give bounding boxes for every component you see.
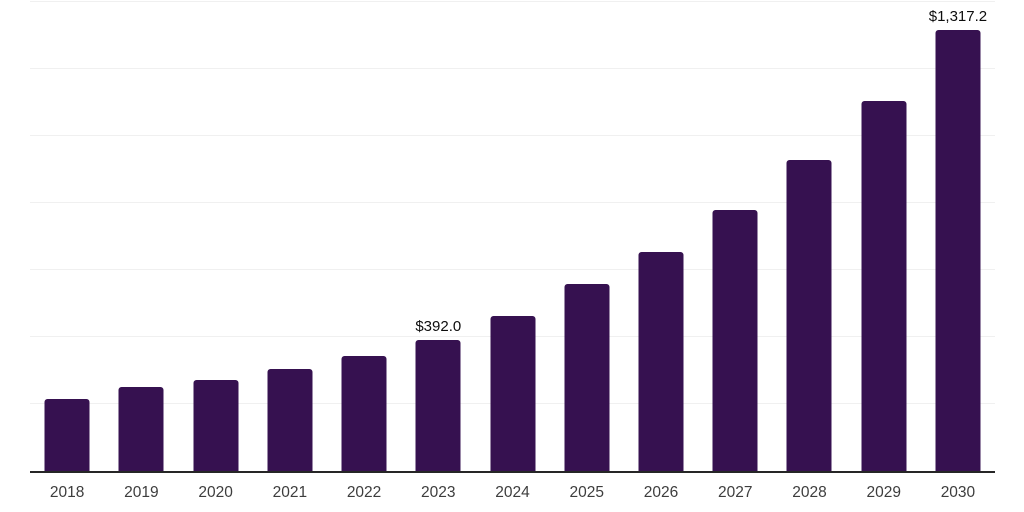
bar-2024 bbox=[490, 315, 536, 471]
bar-column-2022 bbox=[327, 2, 401, 471]
x-tick-label-2019: 2019 bbox=[124, 484, 159, 501]
bar-2028 bbox=[786, 159, 832, 471]
x-tick-label-2018: 2018 bbox=[49, 484, 85, 501]
bar-2018 bbox=[44, 398, 90, 471]
x-tick-label-2024: 2024 bbox=[495, 484, 530, 501]
bar-column-2025 bbox=[550, 2, 624, 471]
x-axis-labels: 2018 2019 2020 2021 2022 2023 2024 2025 2026 2027… bbox=[30, 483, 995, 502]
x-tick-label-2025: 2025 bbox=[569, 484, 604, 501]
bar-2025 bbox=[564, 284, 610, 471]
x-tick-label-2026: 2026 bbox=[643, 484, 679, 501]
gridline bbox=[30, 135, 995, 136]
value-label-2023: $392.0 bbox=[415, 317, 462, 335]
x-tick-label-2020: 2020 bbox=[198, 484, 233, 501]
bars: $392.0 $1,317.2 bbox=[30, 2, 995, 471]
bar-2026 bbox=[638, 252, 684, 471]
gridline bbox=[30, 68, 995, 69]
bar-column-2029 bbox=[847, 2, 921, 471]
bar-2019 bbox=[118, 387, 164, 471]
bar-2029 bbox=[861, 100, 907, 471]
x-tick-label-2021: 2021 bbox=[272, 484, 308, 501]
bar-column-2021 bbox=[253, 2, 327, 471]
bar-2022 bbox=[341, 355, 387, 471]
gridline bbox=[30, 1, 995, 2]
bar-column-2023: $392.0 bbox=[401, 2, 475, 471]
bar-column-2020 bbox=[178, 2, 252, 471]
x-tick-label-2028: 2028 bbox=[792, 484, 827, 501]
x-tick-label-2029: 2029 bbox=[866, 484, 901, 501]
bar-2027 bbox=[712, 209, 758, 471]
x-tick-label-2023: 2023 bbox=[421, 484, 456, 501]
x-tick-label-2022: 2022 bbox=[346, 484, 382, 501]
x-tick-label-2030: 2030 bbox=[940, 484, 976, 501]
bar-column-2018 bbox=[30, 2, 104, 471]
gridline bbox=[30, 202, 995, 203]
bar-column-2027 bbox=[698, 2, 772, 471]
plot-area: $392.0 $1,317.2 bbox=[30, 1, 995, 473]
value-label-2030: $1,317.2 bbox=[928, 7, 988, 25]
bar-2030 bbox=[935, 29, 981, 471]
bar-column-2026 bbox=[624, 2, 698, 471]
x-tick-label-2027: 2027 bbox=[717, 484, 753, 501]
bar-column-2028 bbox=[772, 2, 846, 471]
gridline bbox=[30, 269, 995, 270]
bar-2023 bbox=[415, 339, 461, 471]
bar-column-2024 bbox=[475, 2, 549, 471]
bar-2021 bbox=[267, 368, 313, 471]
bar-column-2019 bbox=[104, 2, 178, 471]
bar-2020 bbox=[193, 380, 239, 471]
bar-column-2030: $1,317.2 bbox=[921, 2, 995, 471]
